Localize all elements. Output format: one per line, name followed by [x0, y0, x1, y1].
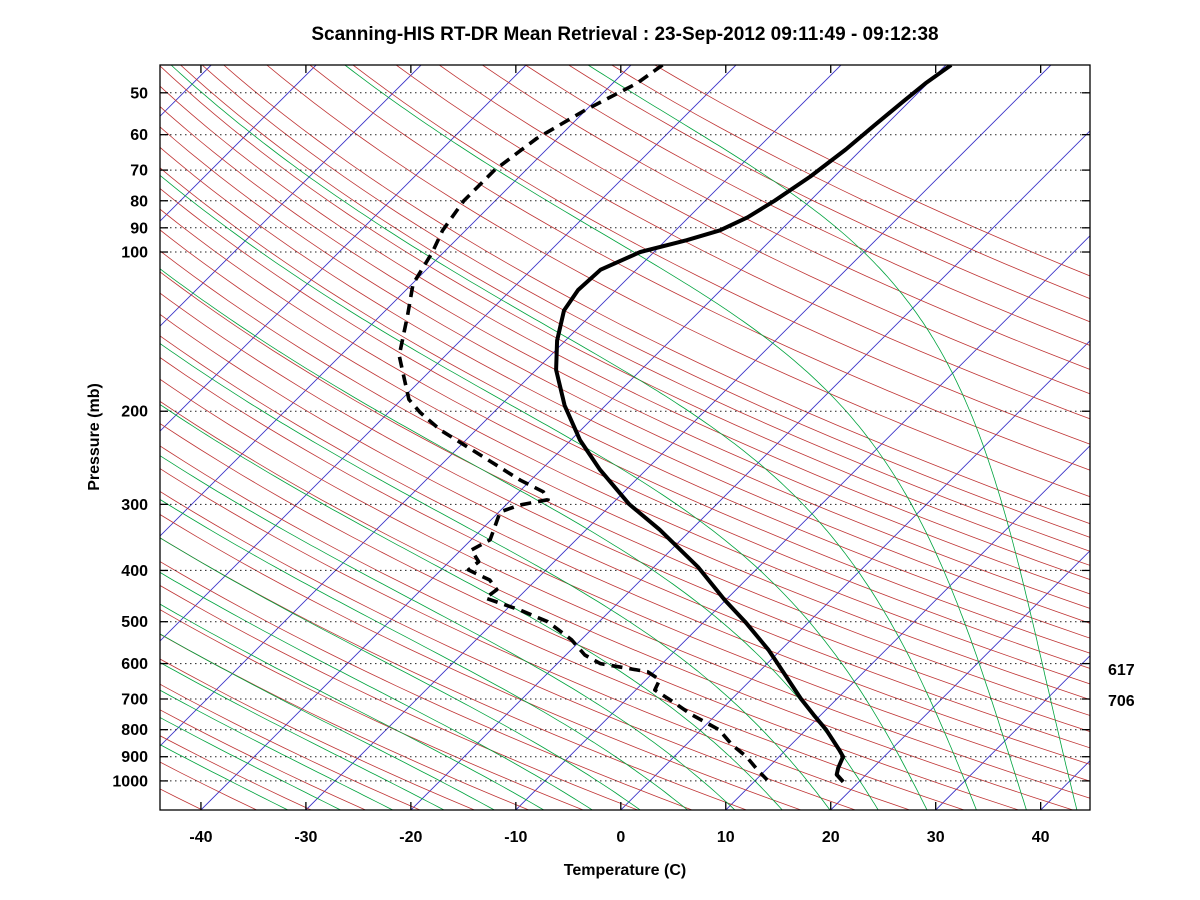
y-tick-label: 100: [121, 245, 148, 262]
y-tick-label: 500: [121, 614, 148, 631]
y-tick-label: 600: [121, 656, 148, 673]
y-tick-label: 80: [130, 193, 148, 210]
pressure-annotation: 706: [1108, 693, 1135, 710]
x-tick-label: -10: [504, 829, 527, 846]
x-tick-label: -40: [189, 829, 212, 846]
pressure-gridlines: [160, 92, 1090, 782]
y-tick-label: 700: [121, 691, 148, 708]
dry-adiabat-lines: [160, 65, 1090, 810]
y-tick-label: 70: [130, 163, 148, 180]
y-tick-label: 400: [121, 563, 148, 580]
temperature-profile-line: [554, 65, 953, 784]
y-tick-label: 800: [121, 722, 148, 739]
y-tick-label: 1000: [112, 773, 148, 790]
x-tick-label: -30: [294, 829, 317, 846]
x-tick-label: -20: [399, 829, 422, 846]
x-tick-label: 40: [1032, 829, 1050, 846]
y-tick-label: 50: [130, 85, 148, 102]
x-axis-label: Temperature (C): [563, 862, 687, 879]
x-tick-label: 20: [822, 829, 840, 846]
pressure-annotation: 617: [1108, 662, 1135, 679]
isotherm-lines: [160, 65, 1090, 810]
axis-ticks: [160, 65, 1090, 810]
y-tick-label: 60: [130, 127, 148, 144]
sounding-profiles: [397, 65, 953, 784]
plot-border: [159, 64, 1091, 811]
reference-lines: [160, 65, 1090, 810]
y-tick-label: 300: [121, 497, 148, 514]
chart-title: Scanning-HIS RT-DR Mean Retrieval : 23-S…: [311, 24, 939, 45]
tick-labels: 5060708090100200300400500600700800900100…: [112, 85, 1049, 846]
y-tick-label: 90: [130, 220, 148, 237]
dew_point-profile-line: [397, 65, 769, 782]
moist-adiabat-lines: [160, 65, 1078, 810]
y-tick-label: 900: [121, 749, 148, 766]
x-tick-label: 10: [717, 829, 735, 846]
x-tick-label: 30: [927, 829, 945, 846]
x-tick-label: 0: [616, 829, 625, 846]
y-tick-label: 200: [121, 404, 148, 421]
